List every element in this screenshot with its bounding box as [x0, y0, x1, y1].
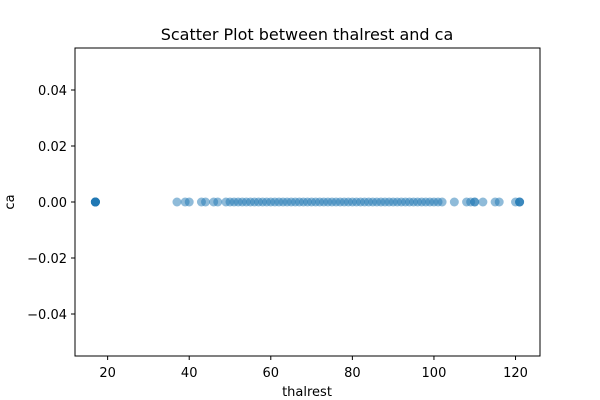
scatter-point: [470, 197, 480, 207]
chart-title: Scatter Plot between thalrest and ca: [161, 25, 454, 44]
scatter-point: [90, 197, 100, 207]
plot-frame: [74, 47, 541, 357]
data-points: [90, 197, 525, 207]
scatter-point: [437, 197, 447, 207]
scatter-point: [478, 197, 488, 207]
y-tick-label: −0.04: [27, 308, 67, 323]
y-tick-label: 0.02: [38, 140, 67, 155]
y-tick-label: −0.02: [27, 252, 67, 267]
x-tick-label: 80: [344, 366, 361, 381]
scatter-point: [172, 197, 182, 207]
scatter-point: [213, 197, 223, 207]
x-axis-ticks: 20 40 60 80 100 120: [99, 356, 528, 381]
y-axis-ticks: −0.04 −0.02 0.00 0.02 0.04: [27, 84, 75, 323]
x-axis-label: thalrest: [282, 385, 332, 400]
x-tick-label: 20: [99, 366, 116, 381]
y-axis-label: ca: [3, 194, 18, 209]
scatter-point: [184, 197, 194, 207]
x-tick-label: 100: [422, 366, 447, 381]
x-tick-label: 60: [263, 366, 280, 381]
y-tick-label: 0.00: [38, 196, 67, 211]
scatter-point: [515, 197, 525, 207]
scatter-point: [201, 197, 211, 207]
x-tick-label: 120: [503, 366, 528, 381]
scatter-point: [494, 197, 504, 207]
y-tick-label: 0.04: [38, 84, 67, 99]
scatter-point: [449, 197, 459, 207]
x-tick-label: 40: [181, 366, 198, 381]
